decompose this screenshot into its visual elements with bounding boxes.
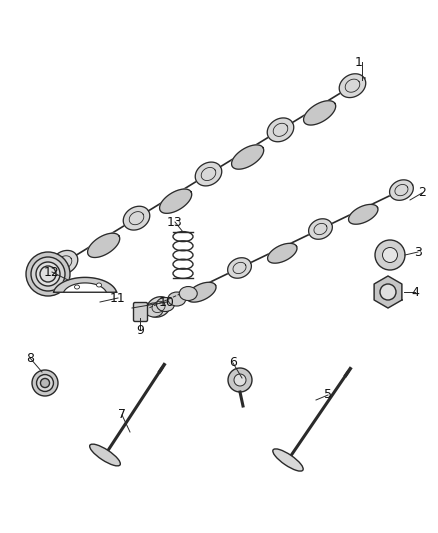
- Polygon shape: [374, 276, 402, 308]
- Ellipse shape: [40, 378, 49, 387]
- Ellipse shape: [156, 297, 174, 311]
- Ellipse shape: [179, 287, 197, 301]
- Ellipse shape: [145, 303, 163, 317]
- Ellipse shape: [168, 292, 186, 306]
- FancyBboxPatch shape: [134, 303, 148, 321]
- Ellipse shape: [96, 283, 102, 287]
- Ellipse shape: [40, 266, 56, 282]
- Ellipse shape: [228, 368, 252, 392]
- Polygon shape: [187, 282, 216, 302]
- Polygon shape: [339, 74, 366, 98]
- Ellipse shape: [90, 444, 120, 466]
- Polygon shape: [88, 233, 120, 257]
- Text: 10: 10: [159, 295, 175, 309]
- Text: 2: 2: [418, 187, 426, 199]
- Ellipse shape: [36, 375, 53, 391]
- Text: 6: 6: [229, 357, 237, 369]
- Text: 13: 13: [167, 215, 183, 229]
- Text: 3: 3: [414, 246, 422, 259]
- Ellipse shape: [36, 262, 60, 286]
- Text: 7: 7: [118, 408, 126, 422]
- Text: 12: 12: [44, 265, 60, 279]
- Polygon shape: [349, 205, 378, 224]
- Ellipse shape: [273, 449, 303, 471]
- Ellipse shape: [31, 257, 65, 291]
- Ellipse shape: [380, 284, 396, 300]
- Polygon shape: [53, 277, 117, 292]
- Polygon shape: [147, 297, 170, 317]
- Polygon shape: [195, 162, 222, 186]
- Ellipse shape: [382, 247, 398, 262]
- Text: 1: 1: [355, 55, 363, 69]
- Text: 5: 5: [324, 389, 332, 401]
- Polygon shape: [159, 189, 192, 213]
- Ellipse shape: [26, 252, 70, 296]
- Ellipse shape: [74, 285, 80, 289]
- Polygon shape: [267, 118, 294, 142]
- Ellipse shape: [234, 374, 246, 386]
- Polygon shape: [123, 206, 150, 230]
- Ellipse shape: [375, 240, 405, 270]
- Text: 8: 8: [26, 351, 34, 365]
- Text: 4: 4: [411, 286, 419, 298]
- Polygon shape: [51, 251, 78, 274]
- Polygon shape: [389, 180, 413, 200]
- Ellipse shape: [32, 370, 58, 396]
- Text: 9: 9: [136, 324, 144, 336]
- Polygon shape: [232, 145, 264, 169]
- Polygon shape: [268, 244, 297, 263]
- Polygon shape: [304, 101, 336, 125]
- Polygon shape: [228, 258, 251, 278]
- Text: 11: 11: [110, 292, 126, 304]
- Polygon shape: [309, 219, 332, 239]
